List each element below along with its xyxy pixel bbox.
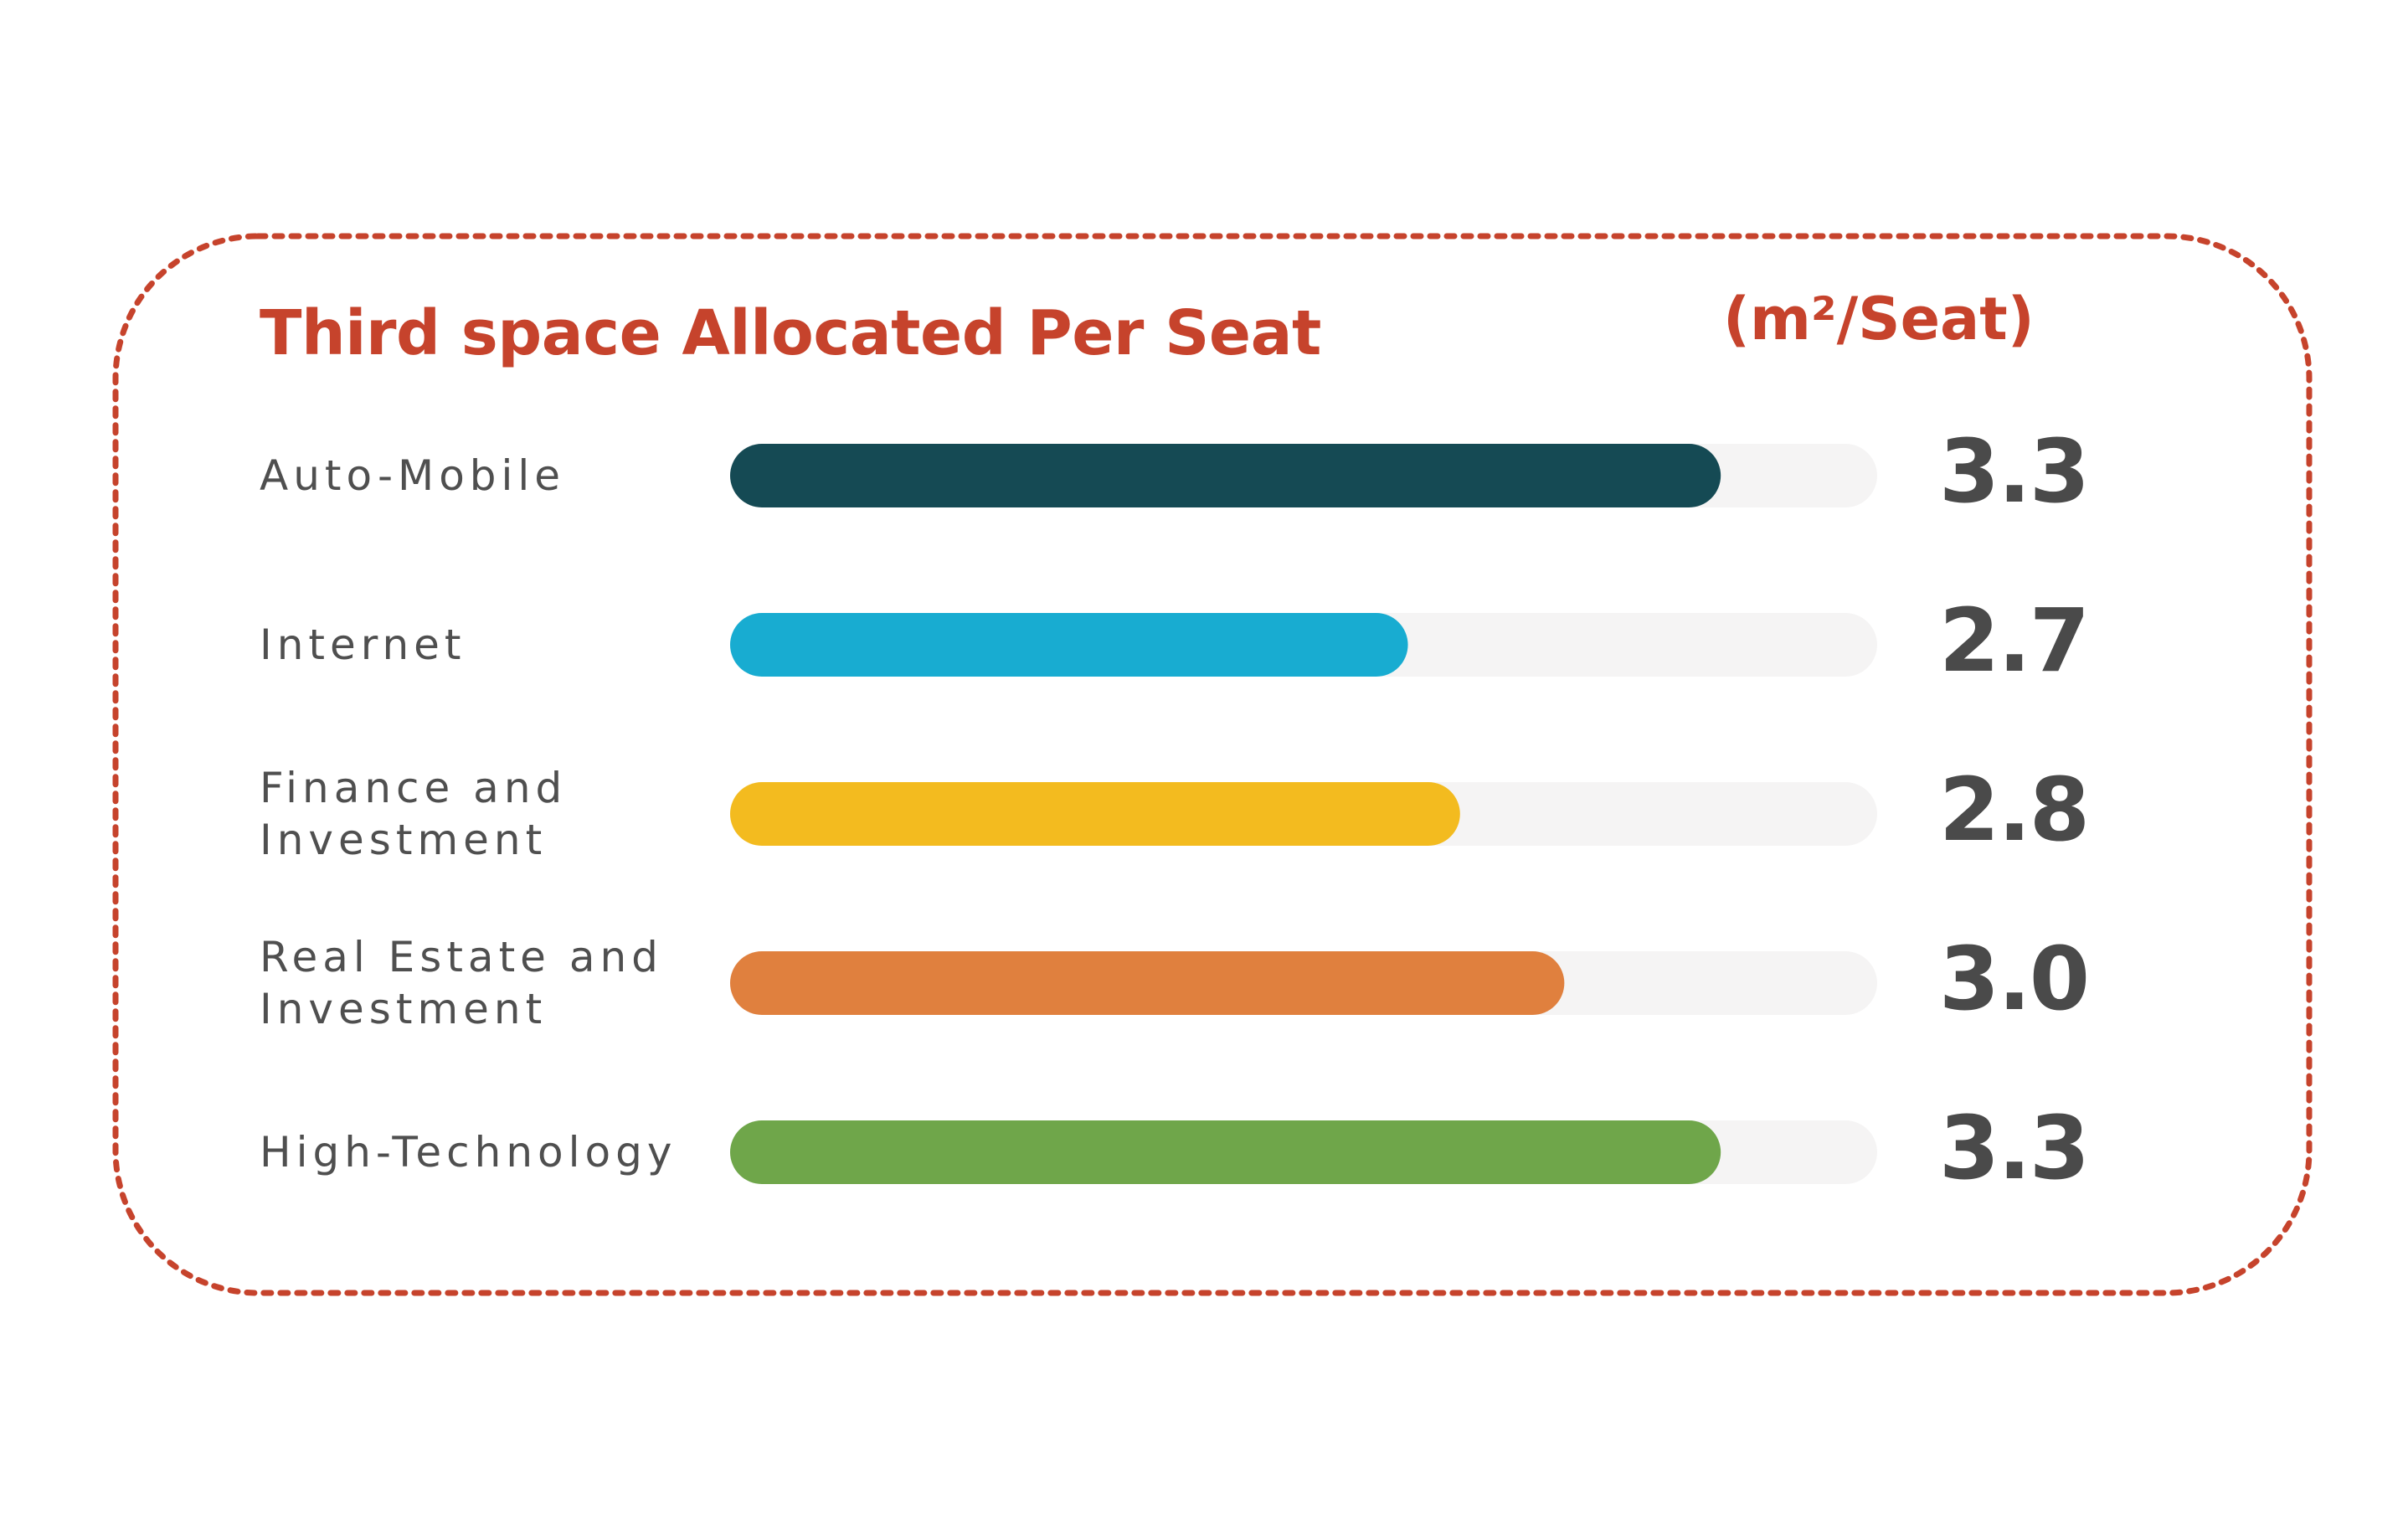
unit-label: (m²/Seat) — [1723, 285, 2035, 353]
value-label-high-technology: 3.3 — [1938, 1097, 2090, 1199]
value-label-internet: 2.7 — [1938, 590, 2090, 692]
bars-layer — [730, 444, 1877, 1184]
category-label-finance-investment: Finance and Investment — [260, 764, 568, 864]
bar-real-estate-investment — [730, 951, 1565, 1015]
value-label-real-estate-investment: 3.0 — [1938, 928, 2090, 1030]
chart-title: Third space Allocated Per Seat — [260, 297, 1321, 369]
category-label-auto-mobile: Auto-Mobile — [260, 451, 566, 500]
bar-high-technology — [730, 1120, 1721, 1184]
category-label-real-estate-investment: Real Estate and Investment — [260, 933, 663, 1033]
value-label-finance-investment: 2.8 — [1938, 759, 2090, 861]
dotted-border — [112, 233, 2313, 1296]
bar-internet — [730, 613, 1408, 677]
category-label-high-technology: High-Technology — [260, 1128, 677, 1177]
category-label-internet: Internet — [260, 621, 466, 669]
bar-finance-investment — [730, 782, 1460, 846]
bar-auto-mobile — [730, 444, 1721, 507]
value-label-auto-mobile: 3.3 — [1938, 420, 2090, 523]
